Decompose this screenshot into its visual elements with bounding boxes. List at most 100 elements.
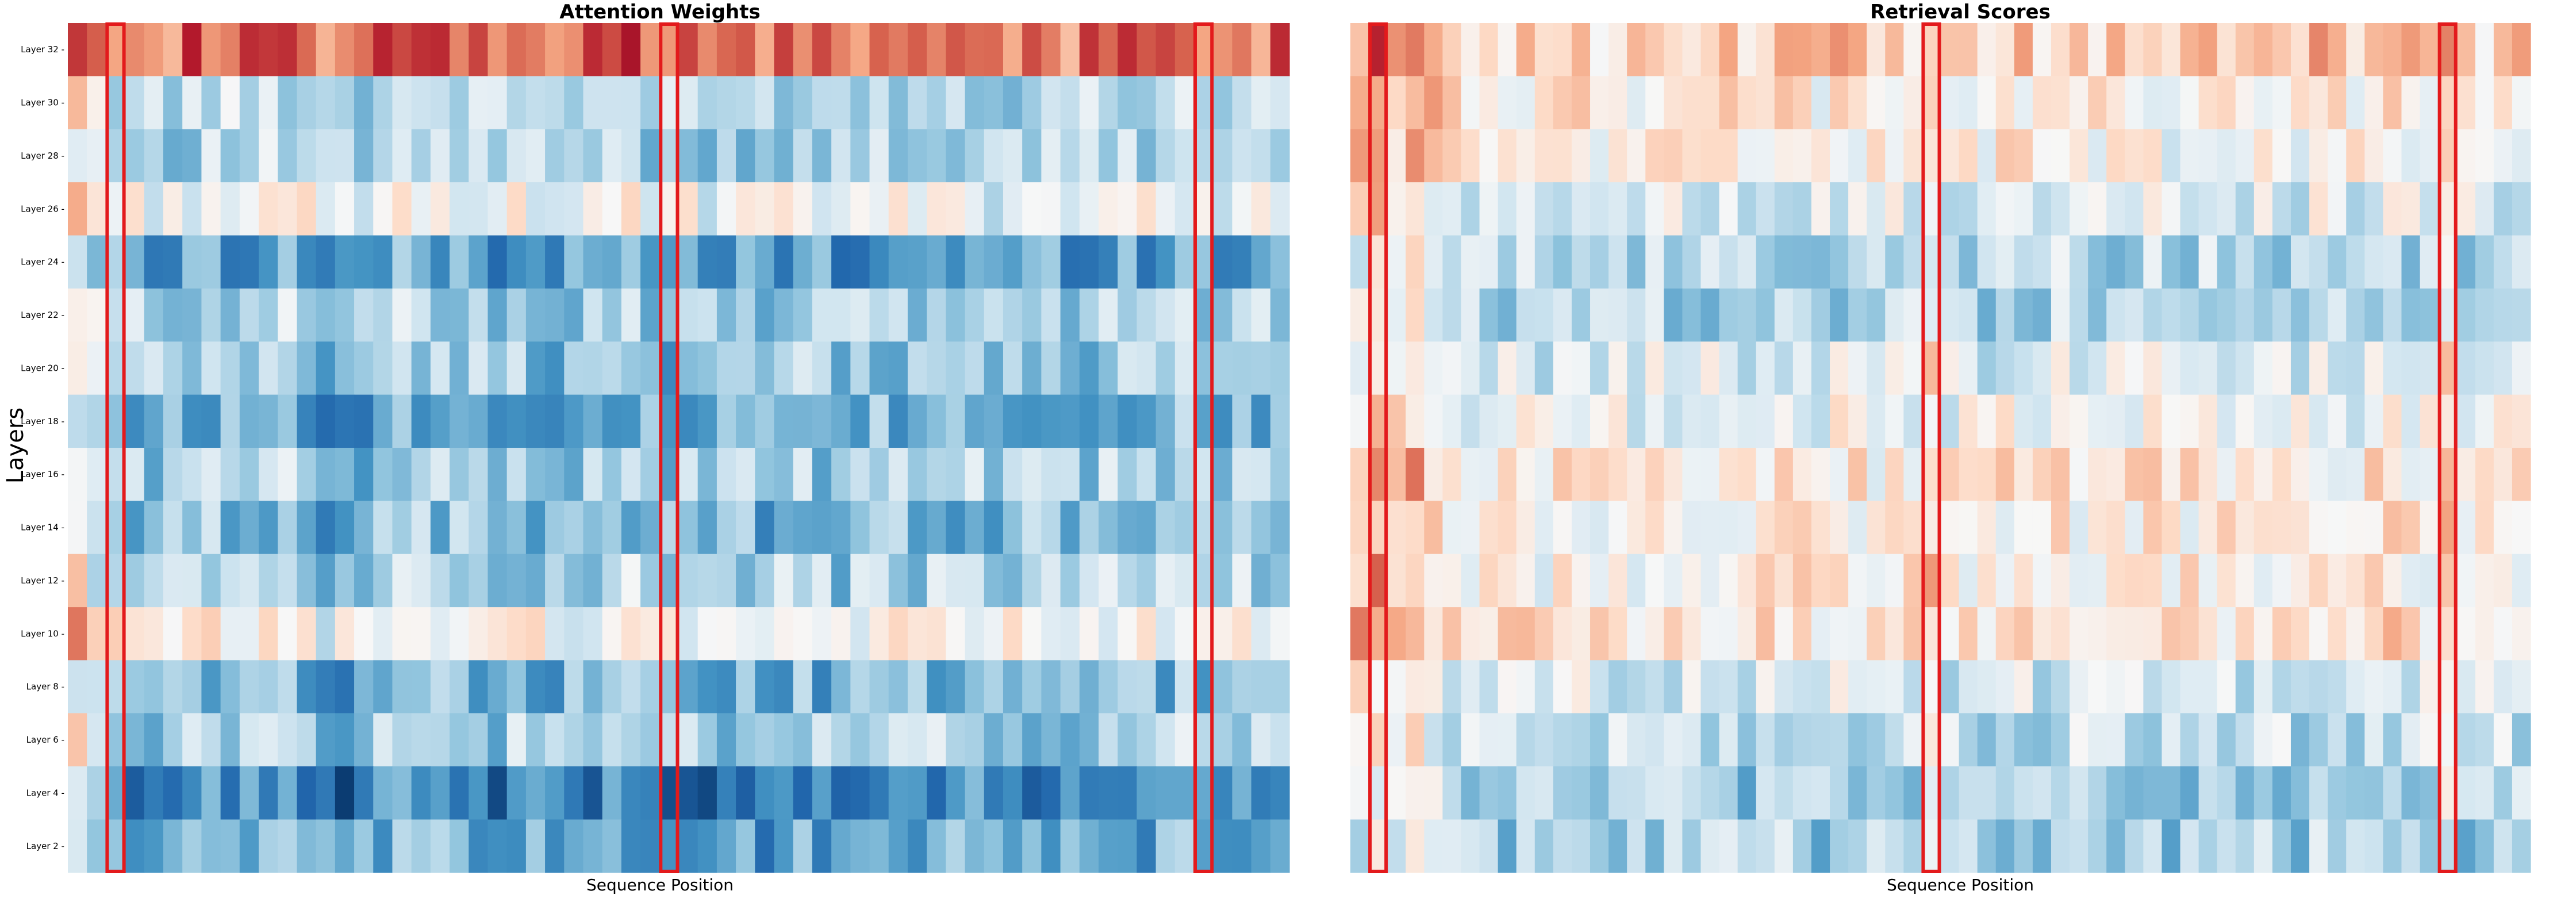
heatmap-cell: [888, 660, 908, 714]
heatmap-cell: [774, 394, 794, 448]
heatmap-cell: [984, 23, 1004, 76]
heatmap-cell: [2014, 501, 2033, 555]
heatmap-cell: [888, 23, 908, 76]
heatmap-cell: [697, 501, 717, 555]
heatmap-cell: [1232, 129, 1252, 183]
heatmap-cell: [392, 448, 412, 501]
heatmap-cell: [1516, 660, 1535, 714]
heatmap-cell: [1022, 766, 1042, 820]
heatmap-cell: [1811, 182, 1830, 236]
heatmap-cell: [678, 235, 698, 289]
heatmap-cell: [2014, 235, 2033, 289]
heatmap-cell: [2143, 76, 2163, 130]
heatmap-cell: [2512, 394, 2531, 448]
heatmap-cell: [1830, 713, 1849, 767]
heatmap-cell: [2088, 819, 2107, 873]
heatmap-cell: [1232, 501, 1252, 555]
heatmap-cell: [239, 341, 259, 395]
heatmap-cell: [354, 819, 374, 873]
heatmap-cell: [392, 394, 412, 448]
heatmap-cell: [239, 23, 259, 76]
heatmap-cell: [1608, 182, 1627, 236]
heatmap-cell: [1553, 607, 1572, 661]
heatmap-cell: [2346, 713, 2365, 767]
heatmap-cell: [1534, 235, 1554, 289]
heatmap-cell: [1756, 607, 1775, 661]
heatmap-cell: [545, 660, 565, 714]
heatmap-cell: [201, 819, 221, 873]
heatmap-cell: [278, 129, 298, 183]
heatmap-cell: [716, 288, 736, 342]
heatmap-cell: [621, 23, 641, 76]
heatmap-cell: [583, 660, 603, 714]
heatmap-cell: [1193, 660, 1214, 714]
heatmap-cell: [1590, 501, 1609, 555]
heatmap-cell: [469, 554, 489, 608]
heatmap-cell: [1553, 660, 1572, 714]
heatmap-cell: [2143, 501, 2163, 555]
heatmap-cell: [621, 819, 641, 873]
heatmap-cell: [201, 129, 221, 183]
heatmap-cell: [525, 448, 546, 501]
heatmap-cell: [1553, 501, 1572, 555]
heatmap-cell: [1174, 713, 1195, 767]
heatmap-cell: [697, 819, 717, 873]
heatmap-cell: [487, 766, 508, 820]
heatmap-cell: [259, 448, 278, 501]
heatmap-cell: [1940, 501, 1960, 555]
heatmap-cell: [1251, 235, 1271, 289]
heatmap-cell: [1022, 129, 1042, 183]
heatmap-cell: [2290, 394, 2310, 448]
heatmap-cell: [1118, 235, 1137, 289]
heatmap-cell: [1627, 501, 1646, 555]
heatmap-cell: [659, 182, 679, 236]
heatmap-cell: [621, 129, 641, 183]
heatmap-cell: [1387, 607, 1406, 661]
heatmap-cell: [2106, 766, 2125, 820]
heatmap-cell: [106, 607, 126, 661]
heatmap-cell: [984, 235, 1004, 289]
heatmap-cell: [1995, 76, 2015, 130]
heatmap-cell: [1461, 819, 1480, 873]
heatmap-cell: [1571, 819, 1591, 873]
heatmap-cell: [2383, 766, 2402, 820]
heatmap-cell: [831, 23, 851, 76]
heatmap-cell: [1664, 76, 1683, 130]
heatmap-cell: [1700, 660, 1720, 714]
heatmap-cell: [1885, 341, 1904, 395]
heatmap-cell: [2383, 554, 2402, 608]
heatmap-cell: [697, 607, 717, 661]
heatmap-cell: [278, 394, 298, 448]
heatmap-cell: [2125, 660, 2144, 714]
heatmap-cell: [1792, 501, 1812, 555]
heatmap-cell: [2346, 501, 2365, 555]
heatmap-cell: [545, 819, 565, 873]
heatmap-cell: [2051, 182, 2070, 236]
heatmap-cell: [1867, 129, 1886, 183]
heatmap-cell: [297, 713, 317, 767]
heatmap-cell: [2198, 766, 2218, 820]
heatmap-cell: [1479, 235, 1499, 289]
heatmap-cell: [1041, 76, 1061, 130]
heatmap-cell: [1270, 129, 1290, 183]
heatmap-cell: [1664, 288, 1683, 342]
heatmap-cell: [621, 713, 641, 767]
heatmap-cell: [2032, 182, 2052, 236]
heatmap-cell: [2162, 501, 2181, 555]
heatmap-cell: [1682, 76, 1702, 130]
heatmap-cell: [755, 182, 775, 236]
heatmap-cell: [1553, 288, 1572, 342]
heatmap-cell: [545, 182, 565, 236]
heatmap-cell: [1424, 235, 1443, 289]
heatmap-cell: [2143, 394, 2163, 448]
heatmap-cell: [2309, 713, 2328, 767]
ytick-label: Layer 14 -: [21, 523, 64, 533]
heatmap-cell: [831, 341, 851, 395]
heatmap-cell: [1213, 23, 1233, 76]
heatmap-cell: [1627, 341, 1646, 395]
heatmap-cell: [1811, 448, 1830, 501]
heatmap-cell: [87, 235, 106, 289]
heatmap-cell: [2383, 607, 2402, 661]
heatmap-cell: [2143, 713, 2163, 767]
heatmap-cell: [1213, 182, 1233, 236]
